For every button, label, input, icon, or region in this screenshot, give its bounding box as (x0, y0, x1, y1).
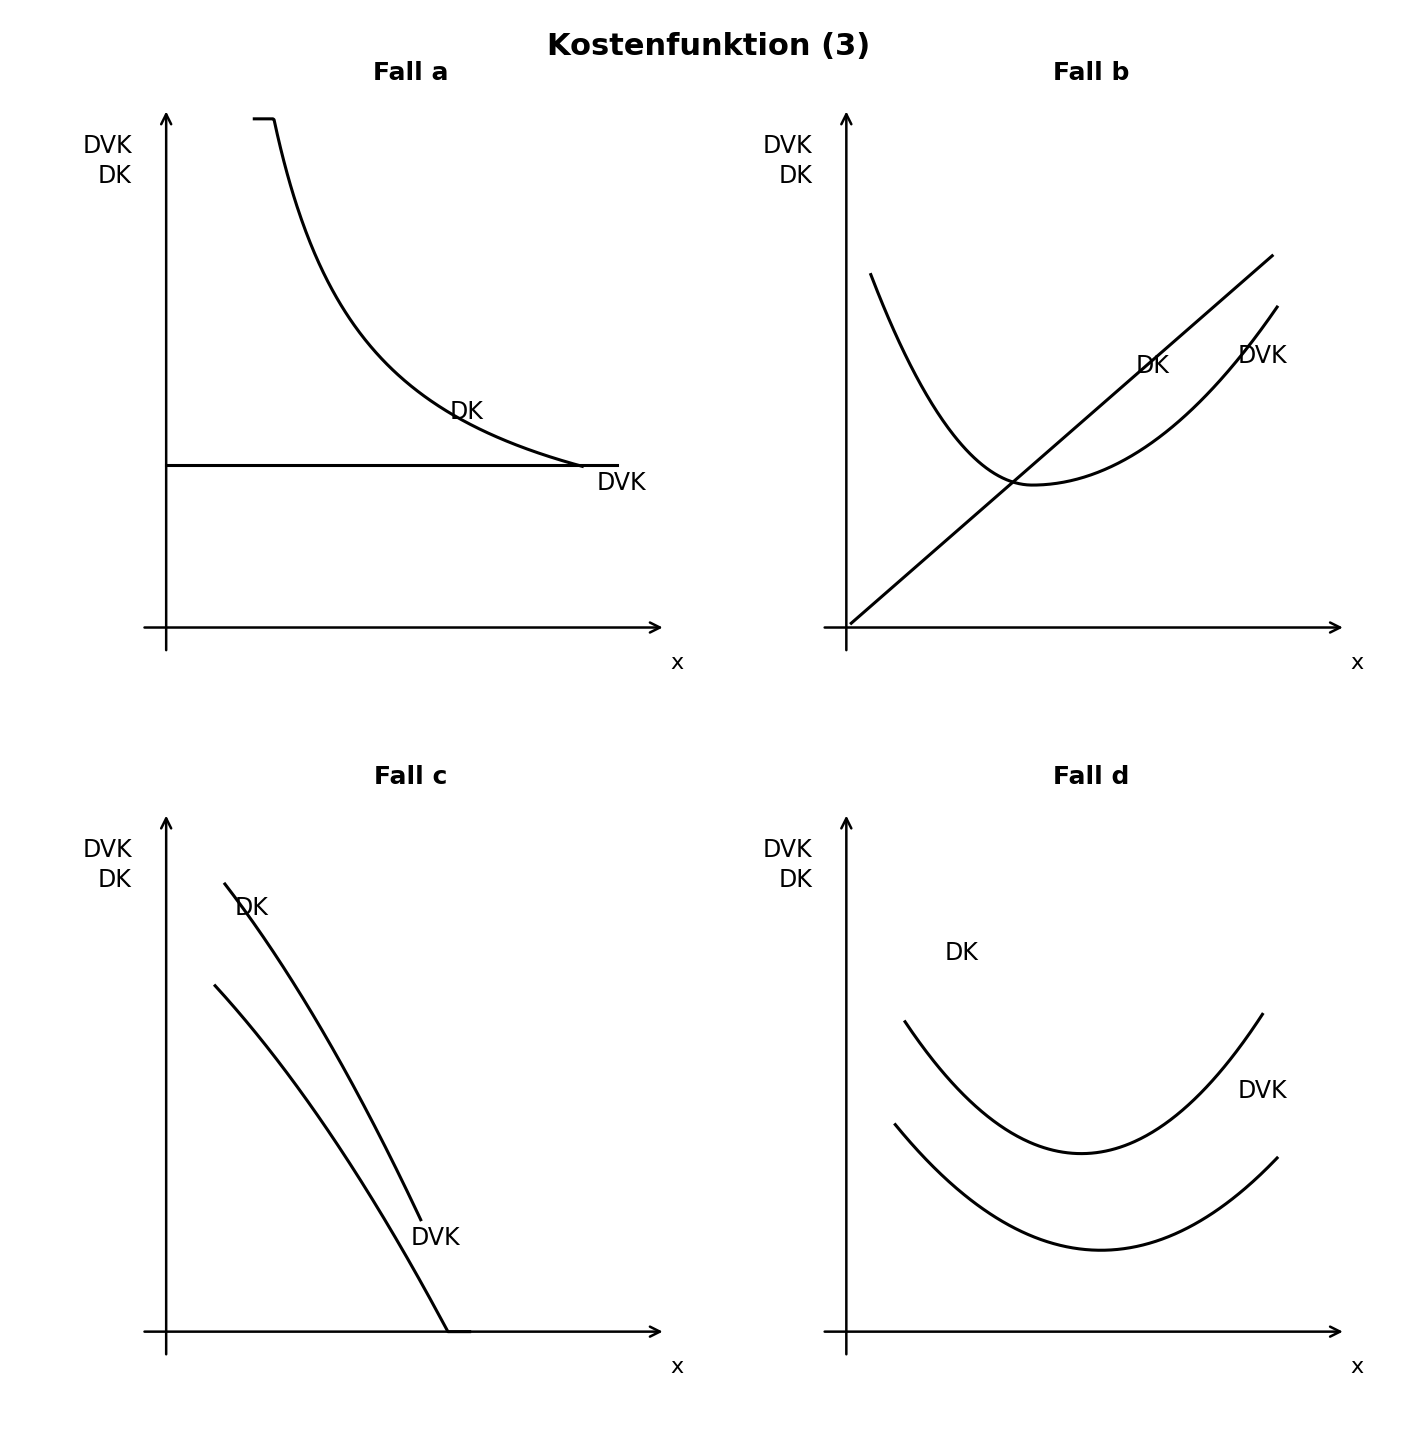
Text: x: x (1350, 652, 1363, 673)
Text: DVK
DK: DVK DK (82, 838, 132, 892)
Text: x: x (670, 1357, 683, 1377)
Text: Kostenfunktion (3): Kostenfunktion (3) (547, 32, 870, 60)
Text: DK: DK (1135, 354, 1169, 378)
Text: x: x (670, 652, 683, 673)
Text: DK: DK (451, 399, 485, 424)
Title: Fall a: Fall a (373, 60, 449, 85)
Text: DVK: DVK (597, 471, 646, 496)
Text: DK: DK (235, 895, 269, 920)
Text: DVK: DVK (1238, 1079, 1288, 1102)
Text: DK: DK (944, 941, 978, 966)
Text: DVK
DK: DVK DK (762, 134, 812, 188)
Text: DVK
DK: DVK DK (762, 838, 812, 892)
Title: Fall c: Fall c (374, 764, 448, 789)
Text: DVK
DK: DVK DK (82, 134, 132, 188)
Text: x: x (1350, 1357, 1363, 1377)
Title: Fall d: Fall d (1053, 764, 1129, 789)
Text: DVK: DVK (1238, 343, 1288, 368)
Title: Fall b: Fall b (1053, 60, 1129, 85)
Text: DVK: DVK (411, 1226, 461, 1250)
